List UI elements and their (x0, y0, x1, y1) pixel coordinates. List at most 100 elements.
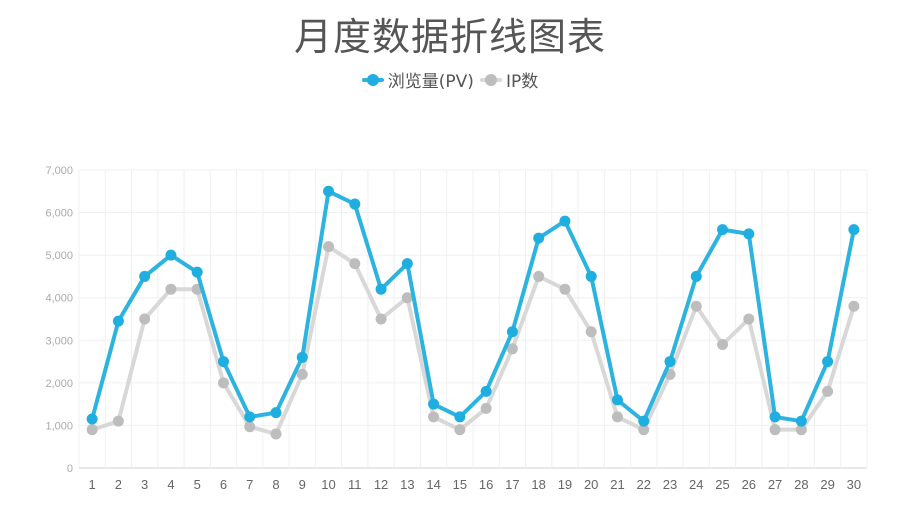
data-point[interactable] (349, 198, 361, 210)
data-point[interactable] (139, 313, 151, 325)
x-tick-label: 5 (194, 477, 201, 492)
x-tick-label: 29 (820, 477, 834, 492)
y-tick-label: 7,000 (45, 165, 73, 177)
data-point[interactable] (638, 424, 650, 436)
data-point[interactable] (795, 424, 807, 436)
data-point[interactable] (638, 415, 650, 427)
data-point[interactable] (86, 424, 98, 436)
data-point[interactable] (848, 224, 860, 236)
x-tick-label: 8 (272, 477, 279, 492)
data-point[interactable] (112, 315, 124, 327)
data-point[interactable] (401, 292, 413, 304)
x-tick-label: 4 (167, 477, 174, 492)
data-point[interactable] (244, 421, 256, 433)
data-point[interactable] (296, 351, 308, 363)
data-point[interactable] (112, 415, 124, 427)
data-point[interactable] (270, 428, 282, 440)
data-point[interactable] (323, 185, 335, 197)
y-tick-label: 2,000 (45, 378, 73, 390)
data-point[interactable] (585, 270, 597, 282)
data-point[interactable] (533, 232, 545, 244)
data-point[interactable] (611, 394, 623, 406)
data-point[interactable] (506, 326, 518, 338)
data-point[interactable] (375, 313, 387, 325)
series-pv (86, 185, 860, 427)
data-point[interactable] (191, 266, 203, 278)
data-point[interactable] (559, 283, 571, 295)
x-tick-label: 20 (584, 477, 598, 492)
data-point[interactable] (86, 413, 98, 425)
data-point[interactable] (664, 356, 676, 368)
x-tick-label: 14 (426, 477, 440, 492)
x-tick-label: 30 (847, 477, 861, 492)
data-point[interactable] (769, 424, 781, 436)
data-point[interactable] (533, 270, 545, 282)
chart-series (86, 185, 860, 440)
data-point[interactable] (717, 224, 729, 236)
x-tick-label: 1 (89, 477, 96, 492)
x-tick-label: 18 (531, 477, 545, 492)
y-axis: 0 1,000 2,000 3,000 4,000 5,000 6,000 7,000 (45, 165, 73, 475)
data-point[interactable] (795, 415, 807, 427)
x-tick-label: 23 (663, 477, 677, 492)
data-point[interactable] (217, 377, 229, 389)
data-point[interactable] (611, 411, 623, 423)
x-tick-label: 10 (321, 477, 335, 492)
y-tick-label: 3,000 (45, 335, 73, 347)
x-tick-label: 24 (689, 477, 703, 492)
data-point[interactable] (769, 411, 781, 423)
data-point[interactable] (822, 385, 834, 397)
x-tick-label: 28 (794, 477, 808, 492)
data-point[interactable] (559, 215, 571, 227)
data-point[interactable] (480, 385, 492, 397)
data-point[interactable] (506, 343, 518, 355)
chart-legend: 浏览量(PV) IP数 (0, 67, 900, 92)
data-point[interactable] (349, 258, 361, 270)
data-point[interactable] (270, 407, 282, 419)
y-tick-label: 0 (67, 463, 73, 475)
data-point[interactable] (717, 339, 729, 351)
data-point[interactable] (165, 283, 177, 295)
x-tick-label: 13 (400, 477, 414, 492)
legend-item-ip[interactable]: IP数 (479, 67, 539, 92)
x-axis: 1 2 3 4 5 6 7 8 9 10 11 12 13 14 15 16 17 18 19 20 21 22 23 24 2… (89, 477, 862, 492)
x-tick-label: 19 (558, 477, 572, 492)
x-tick-label: 9 (299, 477, 306, 492)
data-point[interactable] (743, 313, 755, 325)
data-point[interactable] (690, 270, 702, 282)
data-point[interactable] (165, 249, 177, 261)
data-point[interactable] (401, 258, 413, 270)
data-point[interactable] (822, 356, 834, 368)
x-tick-label: 26 (742, 477, 756, 492)
legend-label: IP数 (505, 72, 539, 92)
y-tick-label: 4,000 (45, 293, 73, 305)
data-point[interactable] (690, 300, 702, 312)
data-point[interactable] (244, 411, 256, 423)
x-tick-label: 17 (505, 477, 519, 492)
data-point[interactable] (375, 283, 387, 295)
x-tick-label: 16 (479, 477, 493, 492)
legend-label: 浏览量(PV) (387, 72, 474, 92)
data-point[interactable] (428, 411, 440, 423)
legend-item-pv[interactable]: 浏览量(PV) (361, 67, 474, 92)
data-point[interactable] (743, 228, 755, 240)
data-point[interactable] (454, 424, 466, 436)
x-tick-label: 11 (348, 477, 362, 492)
chart-title: 月度数据折线图表 (293, 15, 606, 59)
data-point[interactable] (217, 356, 229, 368)
data-point[interactable] (139, 270, 151, 282)
data-point[interactable] (296, 368, 308, 380)
data-point[interactable] (454, 411, 466, 423)
x-tick-label: 21 (610, 477, 624, 492)
x-tick-label: 25 (715, 477, 729, 492)
legend-line-marker-icon (479, 73, 502, 86)
data-point[interactable] (585, 326, 597, 338)
data-point[interactable] (428, 398, 440, 410)
x-tick-label: 22 (636, 477, 650, 492)
data-point[interactable] (323, 241, 335, 253)
data-point[interactable] (480, 402, 492, 414)
data-point[interactable] (848, 300, 860, 312)
x-tick-label: 12 (374, 477, 388, 492)
y-tick-label: 5,000 (45, 250, 73, 262)
